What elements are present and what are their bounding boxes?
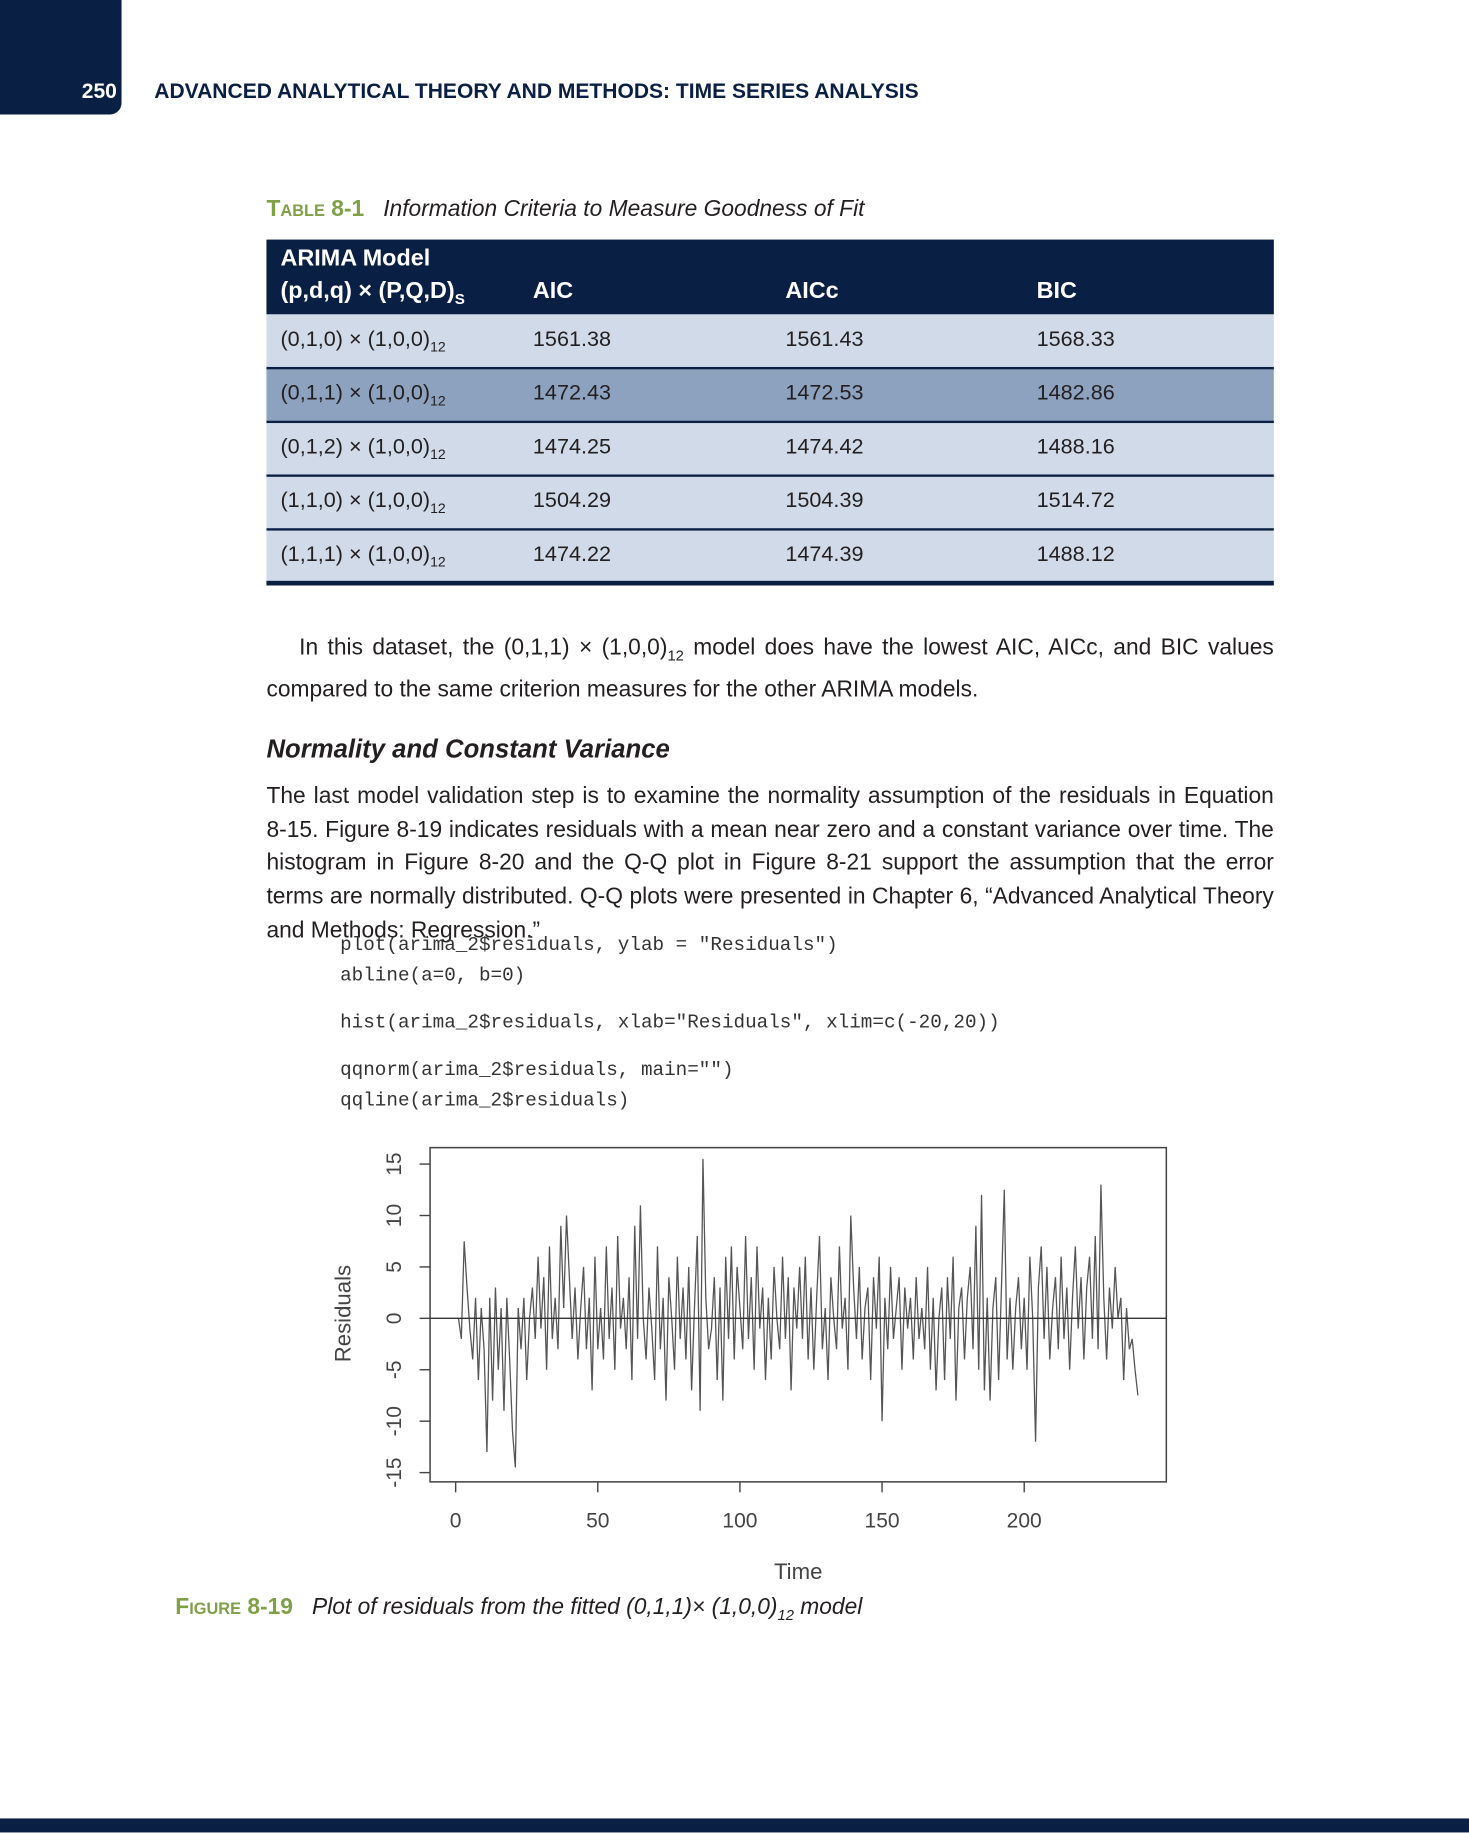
model-cell: (0,1,1) × (1,0,0)12 <box>280 380 445 409</box>
value-cell: 1561.38 <box>532 326 612 351</box>
row-separator <box>266 528 1274 530</box>
code-line: plot(arima_2$residuals, ylab = "Residual… <box>340 933 838 956</box>
row-separator <box>266 366 1274 369</box>
y-tick-label: -10 <box>383 1406 406 1436</box>
x-tick-label: 0 <box>450 1509 462 1532</box>
header-cell: AIC <box>532 278 574 304</box>
value-cell: 1474.25 <box>532 433 612 459</box>
table-bottom-rule <box>266 580 1274 586</box>
text: Plot of residuals from the fitted (0,1,1… <box>311 1594 778 1620</box>
value-cell: 1504.39 <box>785 487 864 512</box>
value-cell: 1514.72 <box>1036 487 1115 512</box>
value-cell: 1472.53 <box>785 379 864 405</box>
plot-frame <box>429 1146 1168 1483</box>
figure-caption: Figure 8-19 Plot of residuals from the f… <box>175 1594 862 1623</box>
model-cell: (0,1,2) × (1,0,0)12 <box>280 434 445 463</box>
table-row <box>266 529 1274 584</box>
subscript: 12 <box>777 1606 794 1624</box>
paragraph: In this dataset, the (0,1,1) × (1,0,0)12… <box>266 631 1273 706</box>
header-block <box>0 0 122 115</box>
text: (1,1,0) × (1,0,0) <box>280 487 431 512</box>
value-cell: 1488.12 <box>1036 541 1115 566</box>
subscript: 12 <box>430 446 446 463</box>
code-line: hist(arima_2$residuals, xlab="Residuals"… <box>340 1010 1000 1034</box>
text: In this dataset, the (0,1,1) × (1,0,0) <box>299 634 668 661</box>
running-head: ADVANCED ANALYTICAL THEORY AND METHODS: … <box>154 79 919 103</box>
value-cell: 1504.29 <box>532 487 612 512</box>
subscript: 12 <box>667 647 684 664</box>
value-cell: 1488.16 <box>1036 433 1115 459</box>
model-cell: (1,1,1) × (1,0,0)12 <box>280 541 445 570</box>
header-cell: (p,d,q) × (P,Q,D)S <box>280 278 464 307</box>
text: (1,1,1) × (1,0,0) <box>280 541 431 566</box>
x-tick-label: 100 <box>722 1509 757 1532</box>
text: (p,d,q) × (P,Q,D) <box>280 278 455 304</box>
subscript: S <box>454 290 465 308</box>
model-cell: (0,1,0) × (1,0,0)12 <box>280 326 445 355</box>
page-number: 250 <box>81 79 117 103</box>
value-cell: 1482.86 <box>1036 379 1115 405</box>
section-heading: Normality and Constant Variance <box>266 733 670 764</box>
x-axis-label: Time <box>774 1559 822 1584</box>
footer-bar <box>0 1818 1469 1833</box>
value-cell: 1474.39 <box>785 541 864 566</box>
text: (0,1,0) × (1,0,0) <box>280 326 431 351</box>
value-cell: 1561.43 <box>785 326 864 351</box>
code-line: abline(a=0, b=0) <box>340 964 526 987</box>
table-header <box>266 239 1274 315</box>
x-tick-label: 150 <box>865 1509 900 1532</box>
subscript: 12 <box>430 338 446 356</box>
figure-label: Figure 8-19 <box>175 1594 293 1620</box>
header-cell: AICc <box>785 278 839 304</box>
x-tick-label: 200 <box>1007 1509 1042 1532</box>
y-tick-label: 5 <box>383 1261 406 1273</box>
y-tick-label: 0 <box>383 1312 406 1324</box>
y-tick-label: -5 <box>383 1360 406 1379</box>
table-row <box>266 421 1274 476</box>
y-axis-label: Residuals <box>331 1265 356 1362</box>
table-title: Information Criteria to Measure Goodness… <box>383 196 865 223</box>
y-tick-label: 15 <box>383 1152 406 1175</box>
model-cell: (1,1,0) × (1,0,0)12 <box>280 487 445 516</box>
value-cell: 1474.42 <box>785 433 864 459</box>
x-tick-label: 50 <box>586 1509 609 1532</box>
paragraph: The last model validation step is to exa… <box>266 783 1274 943</box>
caption-text: Plot of residuals from the fitted (0,1,1… <box>311 1594 863 1624</box>
row-separator <box>266 420 1274 423</box>
table: ARIMA Model (p,d,q) × (P,Q,D)S AIC AICc BIC (… <box>266 239 1274 586</box>
subscript: 12 <box>430 499 446 517</box>
table-row <box>266 368 1274 422</box>
subscript: 12 <box>430 553 446 571</box>
code-line: qqline(arima_2$residuals) <box>340 1089 630 1112</box>
code-line: qqnorm(arima_2$residuals, main="") <box>340 1058 734 1082</box>
table-label: Table 8-1 <box>266 196 365 223</box>
subscript: 12 <box>430 392 446 409</box>
y-tick-label: -15 <box>383 1457 406 1487</box>
value-cell: 1568.33 <box>1036 326 1115 351</box>
text: (0,1,2) × (1,0,0) <box>280 433 431 459</box>
header-cell: ARIMA Model <box>280 245 431 272</box>
table-row <box>266 475 1274 530</box>
text: model does have the lowest AIC, AICc, an… <box>266 634 1274 703</box>
text: (0,1,1) × (1,0,0) <box>280 379 431 405</box>
y-tick-label: 10 <box>383 1204 406 1227</box>
text: model <box>793 1594 863 1620</box>
table-row <box>266 314 1274 369</box>
value-cell: 1472.43 <box>532 379 612 405</box>
value-cell: 1474.22 <box>532 541 612 566</box>
table-caption: Table 8-1 Information Criteria to Measur… <box>266 196 864 223</box>
residual-line <box>457 1158 1139 1468</box>
header-cell: BIC <box>1036 278 1077 304</box>
row-separator <box>266 474 1274 477</box>
